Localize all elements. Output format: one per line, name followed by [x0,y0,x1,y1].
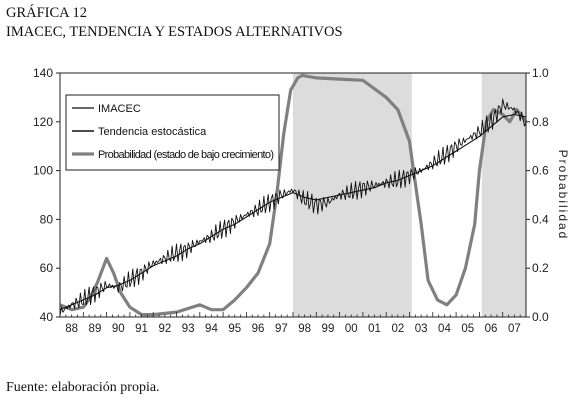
x-tick-label: 06 [485,323,498,335]
right-axis-title: Probabilidad [556,150,570,241]
x-tick-label: 07 [508,323,521,335]
x-axis: 88 89 90 91 92 93 94 95 96 97 98 99 00 01 02 03 04 05 06 07 [59,312,527,335]
right-tick-label: 0.2 [532,261,549,275]
x-tick-label: 91 [135,323,148,335]
shaded-region-2 [481,73,526,317]
x-tick-label: 94 [205,323,218,335]
x-tick-label: 97 [275,323,288,335]
x-tick-label: 01 [368,323,381,335]
left-axis: 40 60 80 100 120 140 [33,66,60,324]
source-note: Fuente: elaboración propia. [6,380,160,395]
figure-number: GRÁFICA 12 [6,5,87,21]
series-line-1 [59,98,527,317]
x-tick-label: 02 [391,323,404,335]
chart-title: IMACEC, TENDENCIA Y ESTADOS ALTERNATIVOS [6,24,343,40]
left-tick-label: 60 [40,261,54,275]
x-tick-label: 95 [228,323,241,335]
right-tick-label: 0.4 [532,212,549,226]
x-tick-label: 89 [89,323,102,335]
right-tick-label: 0.6 [532,164,549,178]
series-line-3 [59,73,528,317]
left-tick-label: 100 [33,164,53,178]
x-tick-label: 03 [415,323,428,335]
series-lines [59,73,528,317]
x-tick-label: 90 [112,323,125,335]
x-tick-label: 96 [252,323,265,335]
right-tick-label: 0.8 [532,115,549,129]
x-tick-label: 05 [461,323,474,335]
x-tick-label: 98 [298,323,311,335]
x-tick-label: 99 [322,323,335,335]
legend-box [65,94,280,171]
shaded-regions [293,73,526,317]
legend-label-2: Tendencia estocástica [98,126,207,138]
x-tick-label: 93 [182,323,195,335]
legend-label-3: Probabilidad (estado de bajo crecimiento… [98,149,274,161]
right-tick-label: 0.0 [532,310,549,324]
legend-label-1: IMACEC [98,103,141,115]
left-tick-label: 120 [33,115,53,129]
right-tick-label: 1.0 [532,66,549,80]
left-tick-label: 80 [40,212,54,226]
left-tick-label: 40 [40,310,54,324]
x-tick-label: 92 [158,323,171,335]
legend: IMACEC Tendencia estocástica Probabilidad … [65,94,280,171]
x-tick-label: 04 [438,323,451,335]
right-axis: 0.0 0.2 0.4 0.6 0.8 1.0 [526,66,549,324]
left-tick-label: 140 [33,66,53,80]
x-tick-label: 00 [345,323,358,335]
x-tick-label: 88 [65,323,78,335]
